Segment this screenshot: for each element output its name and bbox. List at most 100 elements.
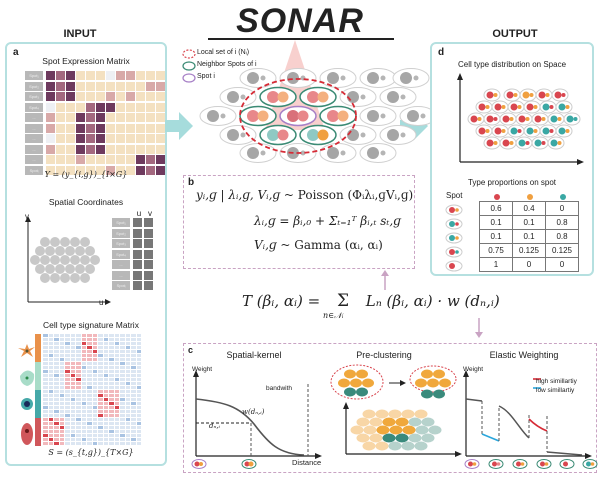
cell-dot xyxy=(529,93,534,97)
expr-cell xyxy=(96,134,105,143)
sig-cell xyxy=(125,342,130,345)
sig-cell xyxy=(120,338,125,341)
expr-cell xyxy=(56,92,65,101)
expr-cell xyxy=(86,81,95,91)
sig-cell xyxy=(103,394,108,397)
sig-cell xyxy=(59,350,64,353)
sig-cell xyxy=(92,342,97,345)
expr-cell xyxy=(86,102,95,112)
sig-cell xyxy=(54,354,59,357)
expr-cell xyxy=(156,155,165,164)
cell-dot xyxy=(472,462,477,466)
spatial-cell xyxy=(144,228,153,238)
sig-cell xyxy=(109,342,114,345)
sig-cell xyxy=(114,358,119,361)
sig-cell xyxy=(98,374,103,377)
sig-cell xyxy=(76,354,81,357)
expr-cell xyxy=(146,155,155,164)
sig-cell xyxy=(98,426,103,429)
output-header: OUTPUT xyxy=(492,28,538,40)
cell-dot xyxy=(260,75,266,81)
distribution-plot xyxy=(457,73,584,165)
sig-cell xyxy=(120,342,125,345)
spatial-row: ... xyxy=(112,260,156,269)
teal-cell-nucleus xyxy=(24,401,30,407)
sig-row xyxy=(35,374,142,378)
sig-cell xyxy=(98,410,103,413)
sig-type-bar xyxy=(35,438,41,442)
grid-spot xyxy=(402,425,416,435)
sig-cell xyxy=(43,346,48,349)
prop-cell: 0.125 xyxy=(512,243,546,258)
sig-cell xyxy=(87,366,92,369)
cell-dot xyxy=(240,94,246,100)
expr-cell xyxy=(96,165,105,175)
sig-cell xyxy=(87,438,92,441)
sig-cell xyxy=(43,374,48,377)
grid-spot xyxy=(369,433,383,443)
sig-cell xyxy=(54,378,59,381)
cell-dot xyxy=(449,263,455,269)
sig-cell xyxy=(92,434,97,437)
cell-dot xyxy=(573,117,578,121)
cell-dot xyxy=(455,250,459,254)
sig-cell xyxy=(81,350,86,353)
expr-cell xyxy=(146,71,155,80)
sig-cell xyxy=(65,430,70,433)
spot-dot xyxy=(55,264,65,274)
sig-cell xyxy=(70,418,75,421)
expr-cell xyxy=(136,144,145,154)
cell-dot xyxy=(549,129,554,133)
sig-cell xyxy=(114,422,119,425)
cell-dot xyxy=(525,117,530,121)
sig-cell xyxy=(81,374,86,377)
sig-cell xyxy=(81,402,86,405)
cell-dot xyxy=(317,91,329,103)
sig-cell xyxy=(54,398,59,401)
sig-cell xyxy=(114,370,119,373)
precluster-plot xyxy=(330,364,462,457)
sig-cell xyxy=(103,370,108,373)
sig-cell xyxy=(109,382,114,385)
sig-cell xyxy=(70,394,75,397)
sig-cell xyxy=(70,406,75,409)
sig-cell xyxy=(54,430,59,433)
sig-cell xyxy=(87,386,92,389)
kernel-axis-y-arrow xyxy=(193,370,199,377)
sig-cell xyxy=(54,394,59,397)
cell-dot xyxy=(455,236,459,240)
grid-spot xyxy=(382,433,396,443)
sig-cell xyxy=(70,358,75,361)
sig-cell xyxy=(76,394,81,397)
sig-cell xyxy=(114,430,119,433)
sig-cell xyxy=(54,434,59,437)
spot-dot xyxy=(70,273,80,283)
cell-dot xyxy=(400,94,406,100)
cell-dot xyxy=(340,150,346,156)
expr-cell xyxy=(156,144,165,154)
spot-i-outline xyxy=(279,105,317,127)
expr-formula: Y = (y_{i,g})_{I×G} xyxy=(44,170,128,179)
sig-cell xyxy=(70,370,75,373)
sig-cell xyxy=(109,402,114,405)
sig-cell xyxy=(65,346,70,349)
expr-row: ... xyxy=(25,113,166,122)
sig-cell xyxy=(43,434,48,437)
sig-cell xyxy=(114,346,119,349)
spot-dot xyxy=(40,273,50,283)
sig-cell xyxy=(87,358,92,361)
grid-spot xyxy=(395,433,409,443)
cell-type-icons xyxy=(18,344,35,445)
expr-row-label: Spot₂ xyxy=(25,81,43,91)
sig-cell xyxy=(125,358,130,361)
precluster-axis-x-arrow xyxy=(455,451,462,457)
kernel-d-label: dₙ,ᵢ xyxy=(209,422,220,430)
sig-row xyxy=(35,382,142,386)
sig-cell xyxy=(65,406,70,409)
spatial-row: Spot₂ xyxy=(112,228,156,238)
expr-cell xyxy=(86,92,95,101)
sig-cell xyxy=(65,350,70,353)
expr-cell xyxy=(126,134,135,143)
sig-cell xyxy=(131,358,136,361)
expr-cell xyxy=(76,134,85,143)
